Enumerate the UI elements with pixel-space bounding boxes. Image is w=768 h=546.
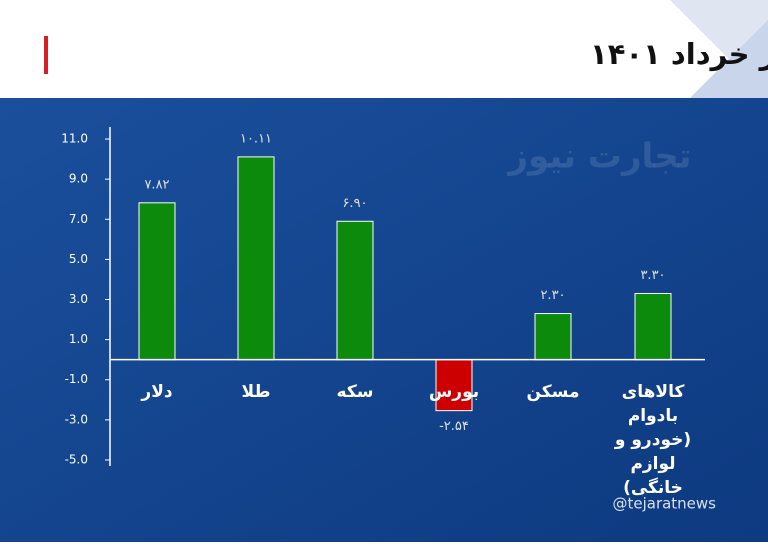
bar [634, 292, 672, 361]
x-tick-label: دلار [141, 381, 173, 402]
x-tick-label: مسکن [526, 381, 580, 402]
x-tick-label: بورس [428, 381, 480, 402]
chart-title: بازدهی بازارها در خرداد ۱۴۰۱ [590, 37, 768, 71]
accent-bar [44, 36, 48, 74]
y-tick-label: 7.0 [69, 212, 88, 226]
x-tick-label: طلا [241, 381, 271, 402]
header [0, 0, 768, 98]
y-tick-label: 1.0 [69, 332, 88, 346]
y-tick-label: -1.0 [65, 372, 88, 386]
bar [237, 156, 275, 361]
x-tick-label: کالاهای بادوام (خودرو و لوازم خانگی) [614, 381, 692, 498]
value-label: ۲.۳۰ [540, 288, 565, 303]
value-label: ۳.۳۰ [640, 268, 665, 283]
bar [534, 313, 572, 361]
bar [435, 359, 473, 412]
watermark: تجارت نیوز [506, 137, 691, 177]
bar [138, 202, 176, 361]
value-label: ۱۰.۱۱ [240, 131, 272, 146]
value-label: ۶.۹۰ [342, 196, 367, 211]
y-tick-label: 9.0 [69, 172, 88, 186]
handle: @tejaratnews [612, 495, 716, 513]
y-tick-label: 3.0 [69, 292, 88, 306]
y-tick-label: 5.0 [69, 252, 88, 266]
y-tick-label: 11.0 [61, 132, 88, 146]
x-tick-label: سکه [336, 381, 374, 402]
y-tick-label: -3.0 [65, 412, 88, 426]
value-label: -۲.۵۴ [439, 419, 469, 434]
y-tick-label: -5.0 [65, 452, 88, 466]
bar [336, 220, 374, 361]
value-label: ۷.۸۲ [144, 177, 169, 192]
decor [690, 20, 768, 98]
